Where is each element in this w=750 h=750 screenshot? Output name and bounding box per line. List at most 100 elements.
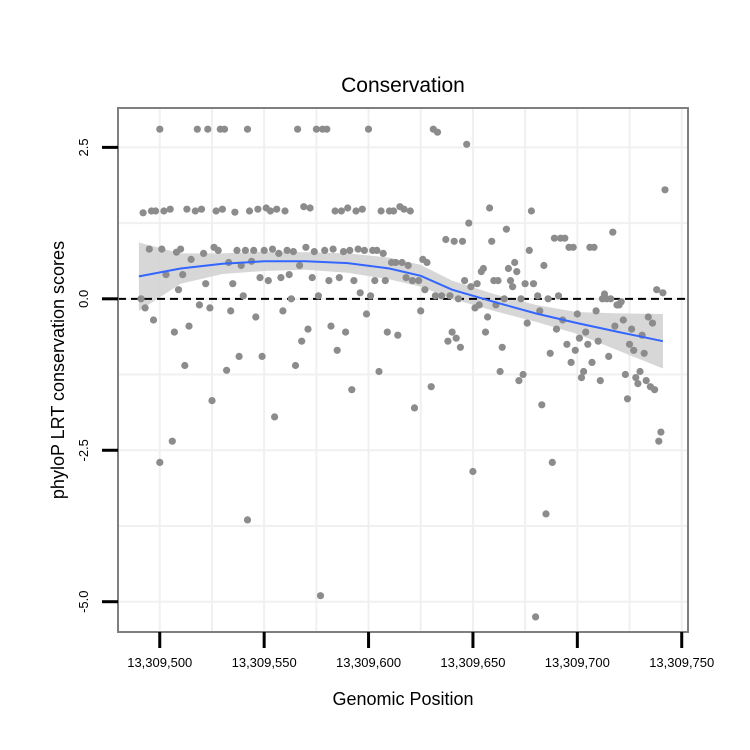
data-point (494, 277, 502, 285)
data-point (458, 237, 467, 245)
y-axis-label: phyloP LRT conservation scores (48, 241, 68, 499)
data-point (632, 374, 640, 382)
data-point (306, 204, 314, 212)
data-point (628, 325, 636, 333)
data-point (268, 245, 277, 253)
data-point (168, 437, 176, 445)
data-point (463, 140, 471, 148)
y-tick-label: 2.5 (76, 138, 91, 156)
data-point (195, 301, 203, 309)
x-tick-label: 13,309,650 (440, 655, 505, 670)
data-point (360, 246, 368, 254)
x-tick-label: 13,309,500 (127, 655, 192, 670)
data-point (279, 307, 287, 315)
data-point (444, 337, 452, 345)
data-point (508, 283, 517, 291)
data-point (540, 261, 548, 270)
data-point (523, 319, 531, 327)
data-point (625, 340, 634, 348)
data-point (644, 313, 652, 321)
data-point (162, 271, 170, 279)
data-point (275, 249, 283, 257)
data-point (145, 245, 153, 253)
data-point (504, 264, 512, 273)
data-point (657, 428, 665, 436)
data-point (651, 386, 659, 394)
y-tick-label: -5.0 (76, 590, 91, 612)
data-point (569, 243, 577, 251)
data-point (229, 280, 237, 288)
data-point (266, 207, 274, 215)
data-point (592, 307, 600, 315)
data-point (554, 292, 563, 300)
data-point (448, 328, 456, 336)
data-point (607, 295, 615, 303)
data-point (394, 331, 402, 339)
y-tick-label: 0.0 (76, 290, 91, 308)
data-point (281, 207, 289, 215)
data-point (467, 283, 475, 291)
data-point (231, 208, 239, 216)
data-point (561, 234, 569, 242)
data-point (206, 304, 214, 312)
data-point (308, 274, 316, 282)
data-point (258, 352, 266, 360)
data-point (544, 295, 552, 303)
data-point (636, 367, 644, 376)
chart-title: Conservation (341, 74, 465, 97)
data-point (212, 207, 220, 215)
data-point (352, 207, 360, 215)
x-tick-label: 13,309,750 (649, 655, 714, 670)
data-point (235, 352, 243, 360)
data-point (410, 404, 419, 412)
x-tick-label: 13,309,700 (545, 655, 610, 670)
data-point (550, 234, 559, 242)
data-point (571, 346, 579, 354)
data-point (496, 367, 504, 376)
data-point (149, 316, 158, 324)
data-point (552, 325, 561, 333)
x-tick-label: 13,309,600 (336, 655, 401, 670)
y-axis-ticks: 2.5 0.0 -2.5 -5.0 (76, 138, 118, 613)
smooth-trend-line (138, 260, 664, 343)
data-point (327, 322, 335, 330)
data-point (546, 349, 554, 357)
data-point (575, 334, 584, 342)
data-point (344, 204, 352, 212)
data-point (538, 401, 546, 409)
data-point (181, 361, 189, 370)
data-point (264, 277, 272, 285)
data-point (406, 207, 414, 215)
data-point (659, 289, 667, 297)
data-point (373, 246, 381, 254)
data-point (300, 203, 308, 211)
data-point (166, 205, 174, 213)
data-point (427, 383, 435, 391)
data-point (381, 277, 389, 285)
data-point (260, 246, 268, 254)
data-point (498, 343, 506, 351)
data-point (423, 258, 431, 267)
data-point (283, 246, 291, 254)
data-point (367, 292, 375, 300)
grid-lines (118, 108, 688, 632)
data-point (193, 125, 201, 133)
data-point (580, 367, 588, 376)
data-point (454, 295, 462, 303)
data-point (481, 328, 490, 336)
confidence-band (138, 242, 663, 369)
data-point (450, 237, 458, 245)
data-point (402, 274, 410, 282)
data-point (371, 277, 379, 285)
data-point (323, 125, 331, 133)
data-point (392, 258, 400, 267)
data-point (337, 207, 345, 215)
data-point (469, 467, 477, 476)
data-point (525, 246, 533, 254)
data-point (400, 205, 408, 213)
data-point (271, 413, 279, 421)
data-point (529, 280, 538, 288)
data-point (233, 246, 241, 254)
data-point (191, 207, 199, 215)
